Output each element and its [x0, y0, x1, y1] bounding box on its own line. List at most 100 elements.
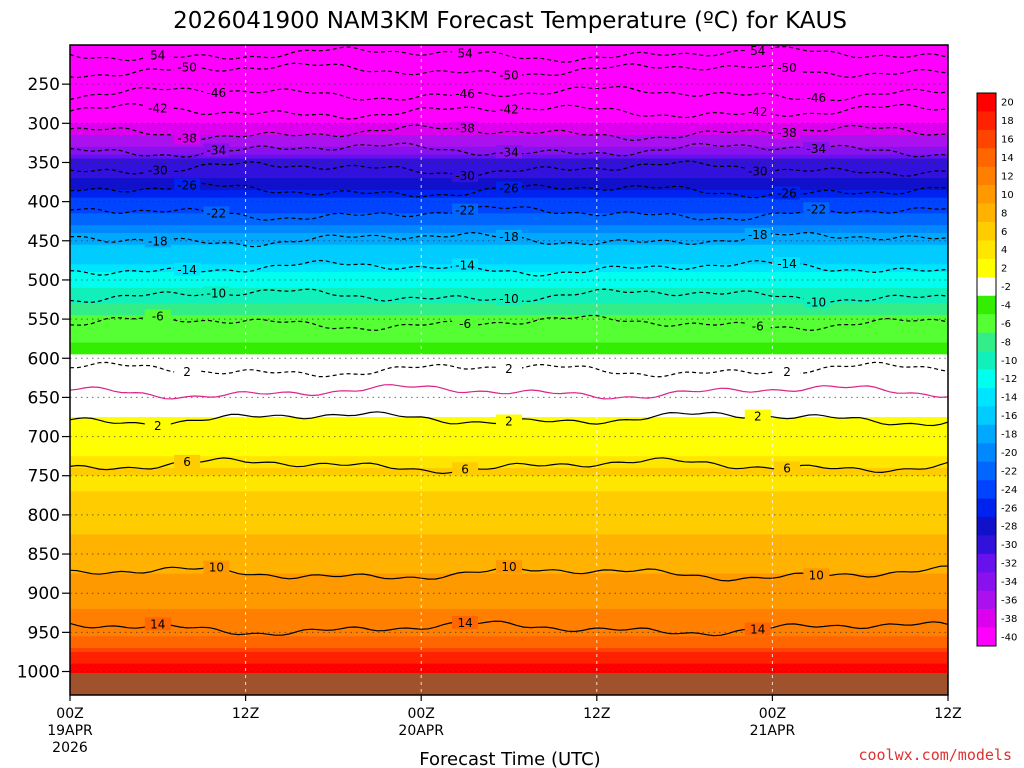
temp-band	[70, 612, 948, 618]
temp-band	[70, 495, 948, 500]
temp-band	[70, 589, 948, 594]
contour-label: -30	[455, 169, 475, 183]
temp-band	[70, 436, 948, 442]
colorbar-swatch	[977, 93, 996, 112]
y-tick-label: 750	[28, 467, 60, 487]
contour-line	[70, 314, 948, 332]
contour-label-bg	[144, 48, 171, 62]
contour-label: 54	[750, 44, 765, 58]
colorbar-label: -28	[1001, 522, 1017, 533]
temp-band	[70, 88, 948, 93]
colorbar-swatch	[977, 148, 996, 168]
contour-label-bg	[744, 228, 771, 242]
colorbar-label: 2	[1001, 264, 1007, 275]
temp-band	[70, 170, 948, 175]
temp-band	[70, 142, 948, 148]
contour-label-bg	[174, 60, 201, 74]
colorbar-swatch	[977, 535, 996, 555]
contour-label: -30	[148, 164, 168, 178]
colorbar-label: 4	[1001, 245, 1007, 256]
contour-label: 10	[501, 560, 516, 574]
contour-label: -46	[207, 86, 227, 100]
contour-label: -6	[152, 309, 164, 323]
contour-label-bg	[203, 143, 230, 157]
contour-label: -34	[806, 142, 826, 156]
contour-label-bg	[774, 257, 801, 271]
temp-band	[70, 260, 948, 265]
contour-line	[70, 620, 948, 637]
temp-band	[70, 209, 948, 214]
colorbar-label: -34	[1001, 577, 1017, 588]
temp-band	[70, 373, 948, 379]
colorbar-swatch	[977, 387, 996, 407]
temp-band	[70, 158, 948, 164]
temp-band	[70, 655, 948, 661]
temp-band	[70, 507, 948, 512]
temp-band	[70, 162, 948, 167]
y-tick-label: 600	[28, 349, 60, 369]
colorbar-swatch	[977, 590, 996, 610]
contour-label-bg	[774, 186, 801, 200]
credit-text[interactable]: coolwx.com/models	[858, 746, 1012, 764]
contour-label-bg	[144, 234, 171, 248]
temp-band	[70, 546, 948, 551]
temp-band	[70, 460, 948, 465]
temp-band	[70, 401, 948, 406]
y-axis: 250 300 350 400 450 500 550 600 650 700 750 800 850 9…	[17, 75, 70, 683]
temp-band	[70, 48, 948, 54]
contour-label-bg	[144, 163, 171, 177]
contour-label-bg	[203, 206, 230, 220]
temp-band	[70, 432, 948, 438]
contour-label-bg	[452, 121, 479, 135]
temp-band	[70, 201, 948, 207]
temp-band	[70, 119, 948, 124]
contour-label-bg	[452, 616, 479, 630]
colorbar-label: 14	[1001, 153, 1014, 164]
contour-label: -34	[207, 143, 227, 157]
contour-label-bg	[452, 169, 479, 183]
temp-band	[70, 303, 948, 308]
contour-line	[70, 259, 948, 277]
temp-band	[70, 475, 948, 481]
x-tick-label: 00Z	[407, 706, 434, 722]
colorbar-label: -20	[1001, 448, 1017, 459]
temp-band	[70, 573, 948, 579]
contour-label: -42	[499, 103, 519, 117]
contour-label: -26	[499, 182, 519, 196]
temp-band	[70, 510, 948, 516]
colorbar-swatch	[977, 369, 996, 389]
colorbar-swatch	[977, 295, 996, 315]
contour-label-bg	[774, 61, 801, 75]
y-tick-label: 400	[28, 193, 60, 213]
contour-label: -26	[777, 186, 797, 200]
temp-band	[70, 256, 948, 261]
x-tick-date: 20APR	[398, 723, 444, 739]
temp-band	[70, 283, 948, 289]
colorbar-swatch	[977, 185, 996, 204]
temp-band	[70, 522, 948, 528]
contour-label-bg	[174, 178, 201, 192]
temp-band	[70, 279, 948, 285]
temp-band	[70, 225, 948, 230]
temp-band	[70, 60, 948, 66]
temp-band	[70, 471, 948, 477]
temp-band	[70, 326, 948, 332]
temp-band	[70, 526, 948, 532]
contour-label: -38	[455, 122, 475, 136]
contour-label: -46	[806, 91, 826, 105]
contour-label-bg	[744, 105, 771, 119]
contour-label: 54	[150, 49, 165, 63]
contour-label: 2	[505, 362, 513, 376]
contour-label-bg	[203, 560, 230, 574]
temp-band	[70, 405, 948, 410]
temp-band	[70, 213, 948, 218]
contour-label-bg	[744, 319, 771, 333]
contour-label: 54	[457, 47, 472, 61]
temp-band	[70, 648, 948, 653]
temp-band	[70, 444, 948, 449]
contour-label: -6	[752, 319, 764, 333]
colorbar-swatch	[977, 166, 996, 186]
temp-band	[70, 597, 948, 602]
contour-label: 2	[505, 414, 513, 428]
x-axis-label: Forecast Time (UTC)	[419, 749, 600, 768]
